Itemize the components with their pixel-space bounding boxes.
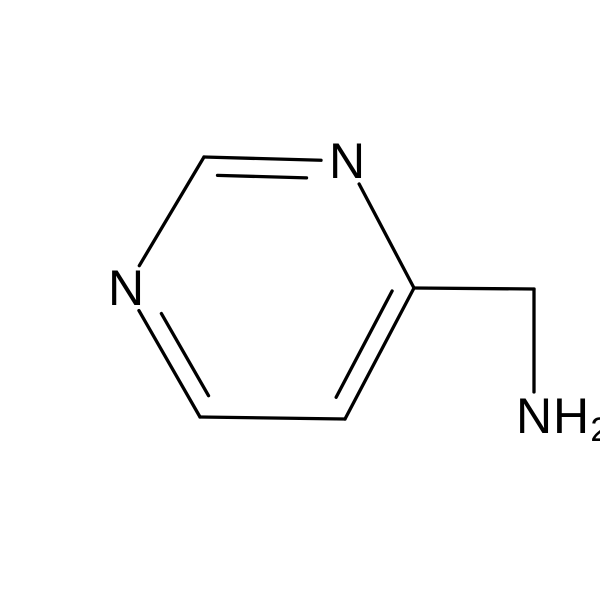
bond-C4-C5 [345,288,414,419]
bond-C2-N3-inner [218,175,307,177]
bond-C2-N3 [204,157,321,160]
bond-N1-C2 [139,157,204,266]
atom-N1: N [108,260,144,316]
bond-C6-N1-inner [161,314,208,396]
atom-N8-H: H [553,388,589,444]
bond-N3-C4 [359,184,414,288]
bond-C4-C7 [414,288,534,289]
atom-N3: N [329,133,365,189]
bond-C5-C6 [200,417,345,419]
chemical-structure: NNNH2 [0,0,600,600]
atom-N8-sub: 2 [590,411,600,449]
atom-N8: N [516,388,552,444]
